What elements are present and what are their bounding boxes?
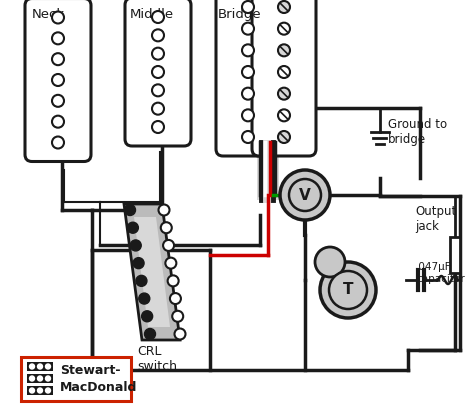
Circle shape — [278, 66, 290, 78]
Text: CRL
switch: CRL switch — [137, 345, 177, 373]
Circle shape — [152, 84, 164, 96]
Circle shape — [52, 95, 64, 107]
Circle shape — [46, 388, 51, 393]
Circle shape — [46, 376, 51, 381]
Circle shape — [158, 204, 170, 216]
Bar — [450, 237, 460, 273]
Circle shape — [152, 66, 164, 78]
Text: .047μF
capacitor: .047μF capacitor — [416, 262, 465, 283]
Circle shape — [329, 271, 367, 309]
Circle shape — [130, 240, 141, 251]
Bar — [27, 374, 53, 383]
Circle shape — [242, 1, 254, 13]
Circle shape — [242, 88, 254, 99]
Circle shape — [165, 257, 176, 269]
Circle shape — [242, 23, 254, 35]
Circle shape — [145, 329, 155, 339]
Text: V: V — [299, 188, 311, 202]
Circle shape — [320, 262, 376, 318]
Circle shape — [161, 222, 172, 233]
Circle shape — [133, 257, 144, 269]
Circle shape — [52, 53, 64, 65]
Circle shape — [37, 388, 43, 393]
FancyBboxPatch shape — [21, 357, 131, 401]
Polygon shape — [134, 217, 170, 327]
Circle shape — [128, 222, 138, 233]
Circle shape — [163, 240, 174, 251]
FancyBboxPatch shape — [25, 0, 91, 161]
Circle shape — [242, 44, 254, 56]
Text: Stewart-
MacDonald: Stewart- MacDonald — [60, 364, 137, 394]
Circle shape — [136, 275, 147, 286]
Polygon shape — [124, 204, 180, 340]
Circle shape — [174, 329, 185, 339]
Circle shape — [152, 29, 164, 41]
Circle shape — [278, 110, 290, 121]
Circle shape — [242, 110, 254, 121]
Circle shape — [152, 11, 164, 23]
Text: Output
jack: Output jack — [415, 205, 456, 233]
Circle shape — [37, 376, 43, 381]
Circle shape — [37, 364, 43, 369]
FancyBboxPatch shape — [125, 0, 191, 146]
Circle shape — [278, 88, 290, 99]
Circle shape — [52, 116, 64, 127]
Circle shape — [52, 12, 64, 23]
Text: Ground to
bridge: Ground to bridge — [388, 118, 447, 146]
Circle shape — [29, 376, 35, 381]
Circle shape — [29, 388, 35, 393]
Text: Neck: Neck — [32, 8, 65, 21]
Text: T: T — [343, 283, 353, 298]
Circle shape — [52, 32, 64, 44]
Circle shape — [278, 44, 290, 56]
Circle shape — [168, 275, 179, 286]
Text: Bridge: Bridge — [218, 8, 262, 21]
Circle shape — [29, 364, 35, 369]
Circle shape — [172, 311, 183, 322]
Circle shape — [170, 293, 181, 304]
Circle shape — [142, 311, 153, 322]
Circle shape — [278, 23, 290, 35]
FancyBboxPatch shape — [216, 0, 280, 156]
Circle shape — [125, 204, 136, 216]
Circle shape — [278, 131, 290, 143]
FancyBboxPatch shape — [252, 0, 316, 156]
Circle shape — [152, 103, 164, 115]
Circle shape — [278, 1, 290, 13]
Circle shape — [152, 121, 164, 133]
Circle shape — [242, 131, 254, 143]
Circle shape — [52, 137, 64, 148]
Circle shape — [242, 66, 254, 78]
Circle shape — [280, 170, 330, 220]
Circle shape — [139, 293, 150, 304]
Circle shape — [52, 74, 64, 86]
Bar — [27, 362, 53, 371]
Circle shape — [46, 364, 51, 369]
Text: Middle: Middle — [130, 8, 174, 21]
Circle shape — [315, 247, 345, 277]
Circle shape — [289, 179, 321, 211]
Bar — [27, 386, 53, 395]
Bar — [257, 142, 279, 200]
Circle shape — [152, 48, 164, 60]
